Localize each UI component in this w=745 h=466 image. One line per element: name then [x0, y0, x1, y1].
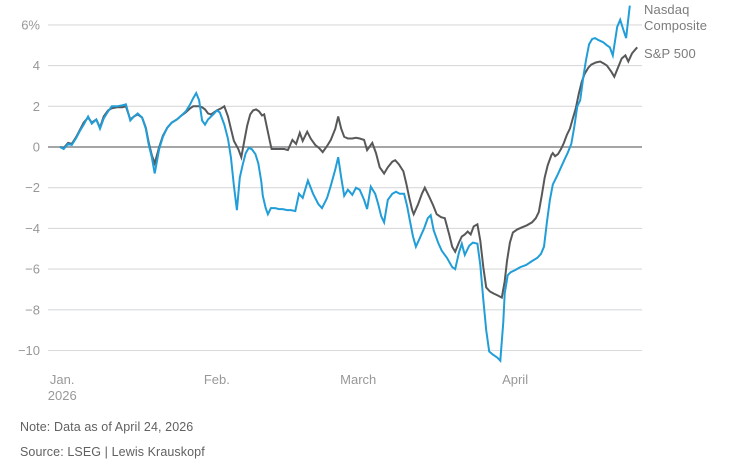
y-tick-label: 4 — [33, 58, 40, 73]
nasdaq-composite-line — [59, 5, 631, 363]
x-tick-sublabel: 2026 — [48, 388, 77, 403]
y-tick-label: 0 — [33, 140, 40, 155]
y-tick-label: −8 — [25, 302, 40, 317]
x-tick-label: March — [340, 372, 376, 387]
legend-label-sp500: S&P 500 — [644, 46, 696, 61]
legend-label-nasdaq-composite: Nasdaq Composite — [644, 2, 708, 33]
y-tick-label: −2 — [25, 180, 40, 195]
x-tick-label: April — [502, 372, 528, 387]
y-tick-label: −4 — [25, 221, 40, 236]
x-tick-label: Feb. — [204, 372, 230, 387]
chart-source: Source: LSEG | Lewis Krauskopf — [20, 445, 205, 459]
y-tick-label: 2 — [33, 99, 40, 114]
sp500-line — [59, 46, 638, 300]
y-tick-label: −6 — [25, 262, 40, 277]
y-tick-label: 6% — [21, 17, 40, 32]
x-tick-label: Jan. — [50, 372, 75, 387]
chart-note: Note: Data as of April 24, 2026 — [20, 420, 194, 434]
y-tick-label: −10 — [18, 343, 40, 358]
